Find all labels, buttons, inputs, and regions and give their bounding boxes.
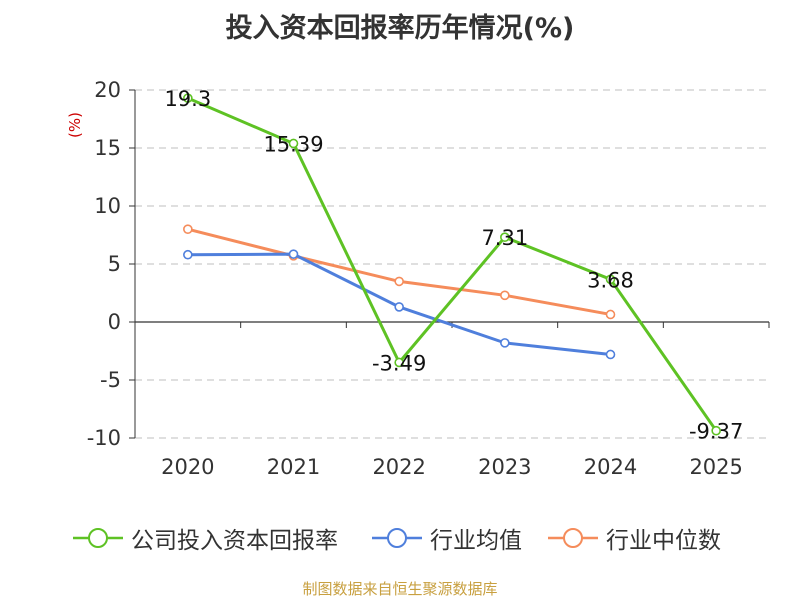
data-point xyxy=(288,249,299,259)
legend-item[interactable]: 公司投入资本回报率 xyxy=(73,518,338,558)
data-point xyxy=(183,249,193,260)
series-line xyxy=(187,227,611,316)
legend-label: 行业均值 xyxy=(430,528,522,554)
legend-label: 行业中位数 xyxy=(606,528,721,554)
y-tick-label: 20 xyxy=(94,78,121,102)
data-point xyxy=(394,302,404,312)
series-line xyxy=(187,96,718,432)
data-point xyxy=(605,274,616,285)
data-label: -3.49 xyxy=(372,351,426,375)
y-tick-label: 15 xyxy=(94,136,121,160)
data-point xyxy=(288,138,299,149)
legend-swatch xyxy=(372,528,422,548)
chart-title: 投入资本回报率历年情况(%) xyxy=(225,13,575,44)
data-label: 7.31 xyxy=(481,226,528,250)
y-tick-label: 0 xyxy=(108,310,121,334)
y-tick-label: -10 xyxy=(87,426,121,450)
data-point xyxy=(394,357,404,368)
data-point xyxy=(394,276,404,287)
data-label: 15.39 xyxy=(263,132,323,156)
y-axis-label: (%) xyxy=(66,112,84,138)
data-point xyxy=(500,290,510,301)
data-point xyxy=(711,425,721,436)
legend-swatch xyxy=(73,528,123,548)
data-point xyxy=(183,93,193,103)
legend-item[interactable]: 行业中位数 xyxy=(548,518,721,558)
x-tick-label: 2024 xyxy=(584,455,637,479)
data-point xyxy=(605,349,616,360)
data-label: 19.3 xyxy=(164,87,211,111)
x-tick-label: 2023 xyxy=(478,455,531,479)
x-tick-label: 2020 xyxy=(161,455,214,479)
legend: 公司投入资本回报率 行业均值 行业中位数 xyxy=(0,518,800,558)
x-tick-label: 2025 xyxy=(689,455,742,479)
source-note: 制图数据来自恒生聚源数据库 xyxy=(302,580,498,598)
legend-item[interactable]: 行业均值 xyxy=(372,518,522,558)
legend-swatch xyxy=(548,528,598,548)
data-point xyxy=(500,338,510,348)
data-point xyxy=(183,224,193,234)
legend-label: 公司投入资本回报率 xyxy=(131,528,338,554)
y-tick-label: -5 xyxy=(100,368,121,392)
y-tick-label: 10 xyxy=(94,194,121,218)
data-point xyxy=(500,232,510,243)
data-point xyxy=(605,309,616,320)
x-tick-label: 2022 xyxy=(372,455,425,479)
data-label: 3.68 xyxy=(587,268,634,292)
x-tick-label: 2021 xyxy=(267,455,320,479)
data-label: -9.37 xyxy=(689,420,743,444)
y-tick-label: 5 xyxy=(108,252,121,276)
